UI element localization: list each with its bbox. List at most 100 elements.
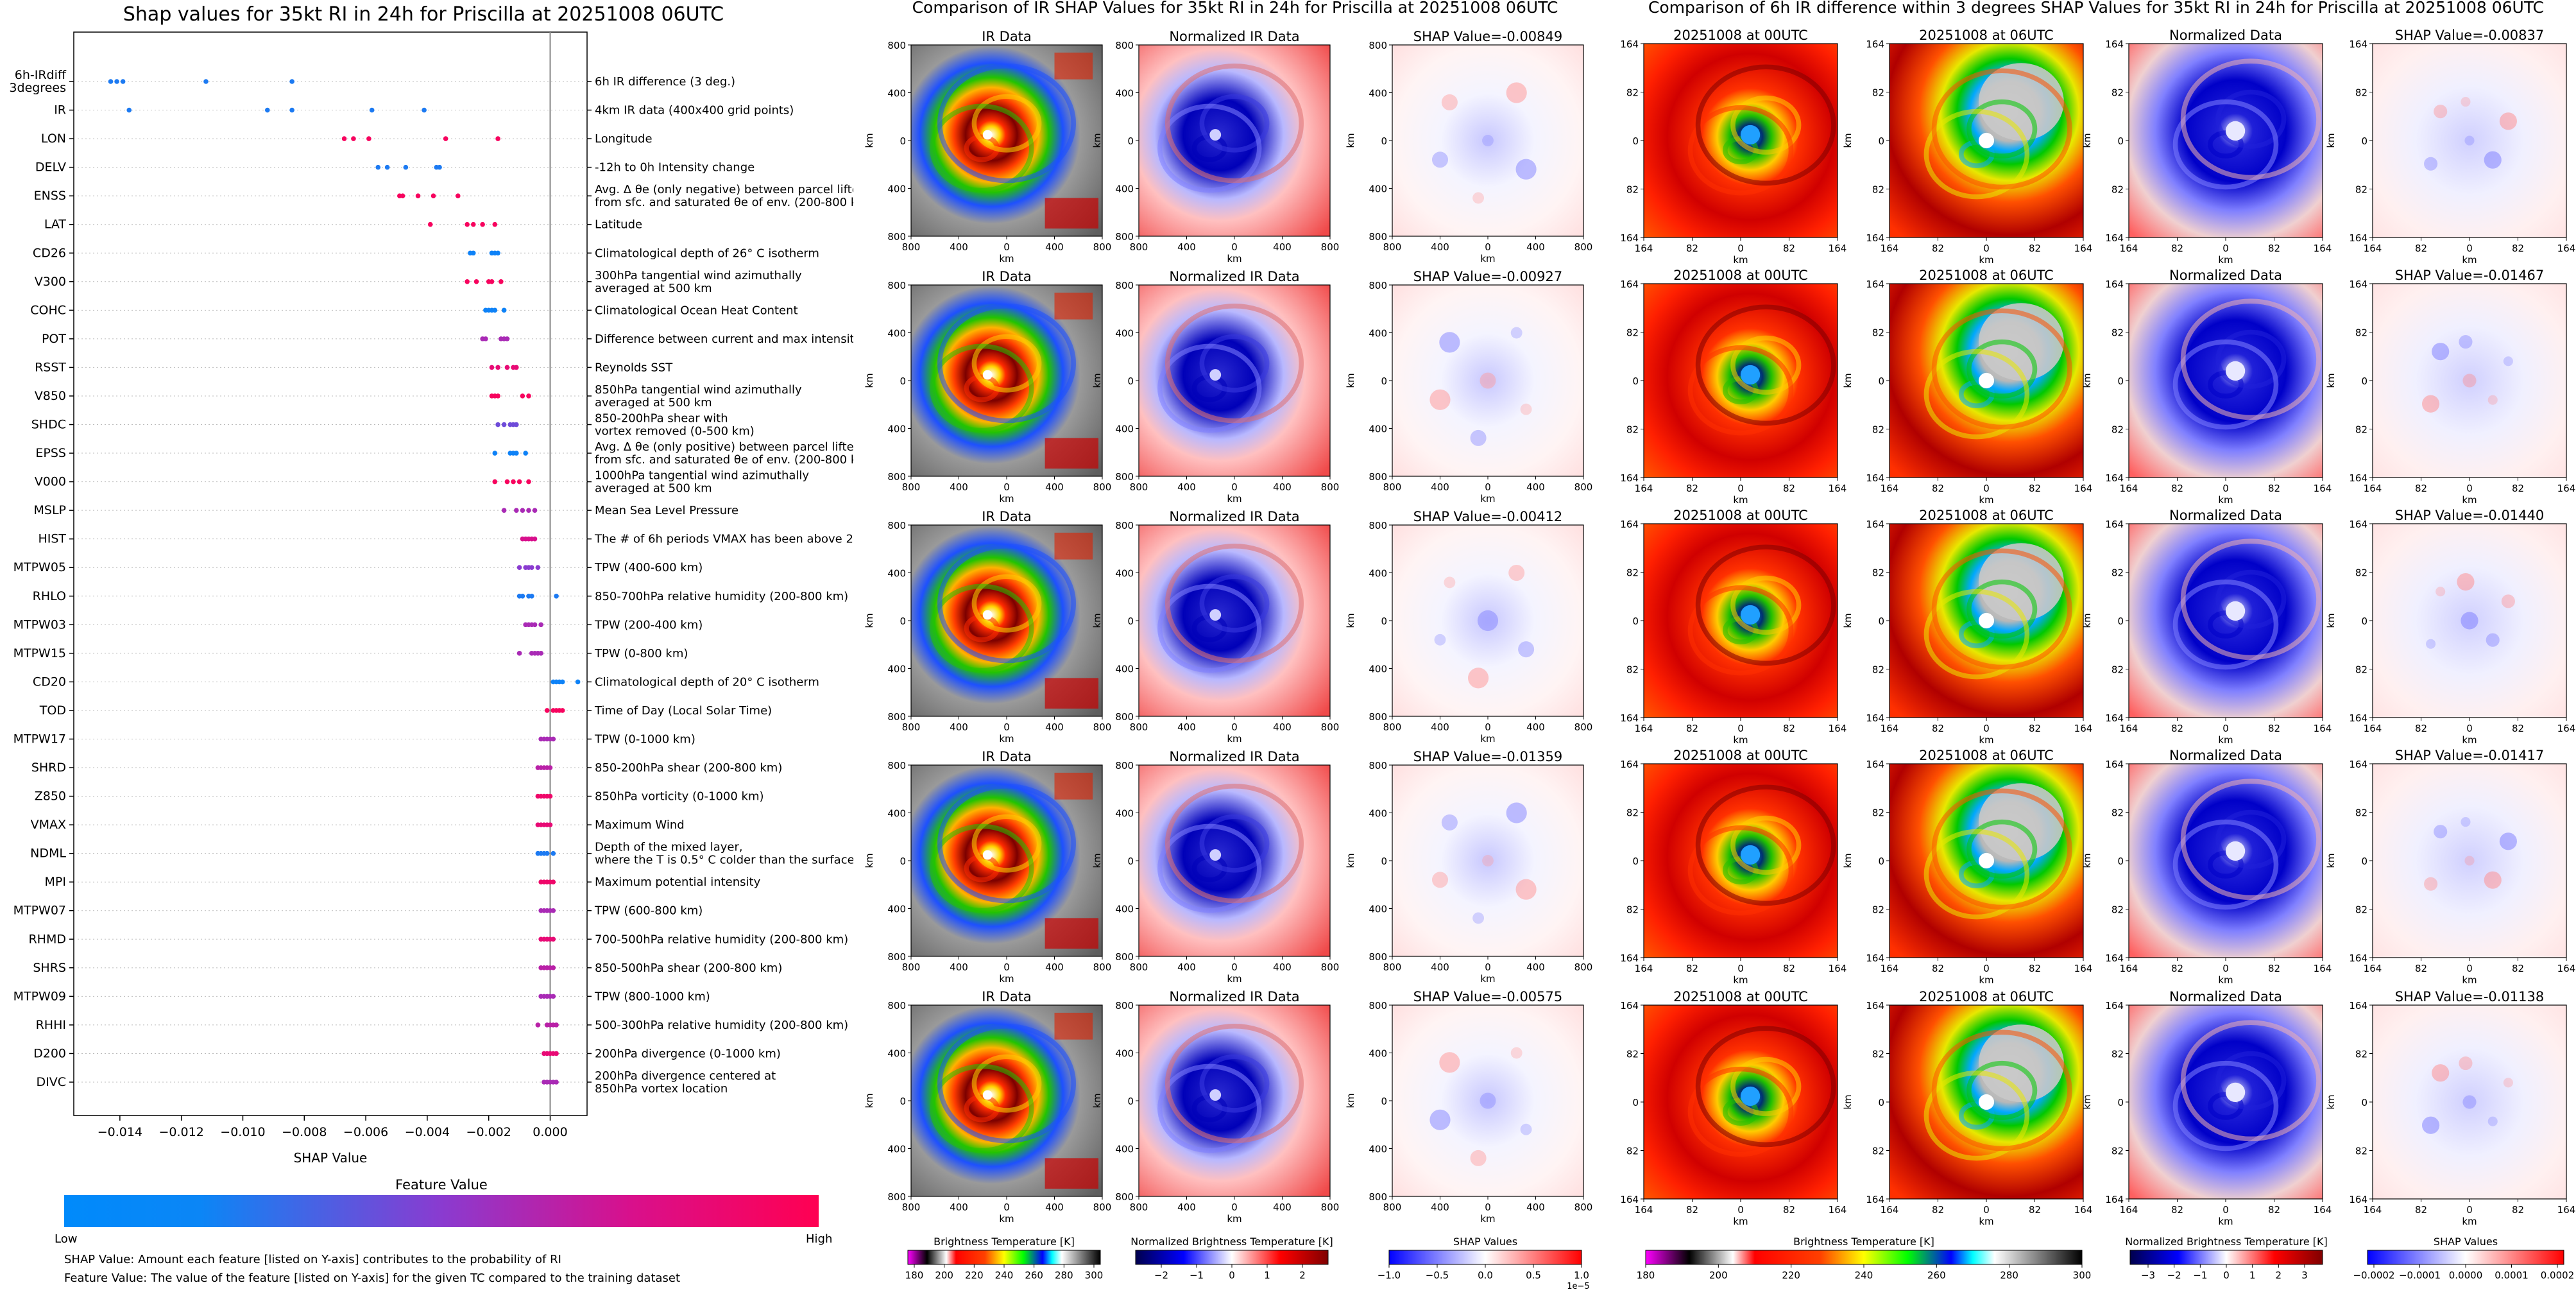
x-axis-label: km bbox=[1733, 734, 1748, 746]
irdiff-06utc-panel: 20251008 at 06UTC1641648282008282164164k… bbox=[1842, 989, 2092, 1227]
y-tick-label: 400 bbox=[887, 1048, 906, 1060]
y-tick-label: 800 bbox=[887, 280, 906, 291]
feature-row: MTPW07 TPW (600-800 km) bbox=[13, 904, 703, 918]
x-axis-label: km bbox=[1227, 973, 1241, 985]
y-tick-label: 0 bbox=[2361, 856, 2367, 867]
y-tick-label: 0 bbox=[2361, 1097, 2367, 1108]
convection-patch bbox=[1054, 772, 1093, 800]
x-tick-label: 800 bbox=[1321, 241, 1340, 253]
y-tick-label: 800 bbox=[1369, 760, 1387, 771]
x-tick-label: 400 bbox=[1431, 721, 1449, 733]
feature-row: HIST The # of 6h periods VMAX has been ab… bbox=[38, 532, 871, 546]
y-tick-label: 400 bbox=[887, 568, 906, 580]
y-axis-label: km bbox=[1091, 1093, 1103, 1108]
storm-band bbox=[1730, 335, 1802, 395]
panel-image bbox=[1139, 45, 1330, 236]
x-tick-label: 800 bbox=[1574, 721, 1593, 733]
convection-patch bbox=[1045, 678, 1099, 709]
x-tick-label: 82 bbox=[2512, 243, 2524, 254]
feature-description: 500-300hPa relative humidity (200-800 km… bbox=[595, 1019, 848, 1032]
colorbar-tick-label: 200 bbox=[935, 1270, 953, 1281]
x-tick-label: 400 bbox=[1045, 481, 1064, 493]
feature-name: RSST bbox=[35, 360, 66, 374]
y-tick-label: 82 bbox=[2355, 567, 2367, 579]
irdiff-00utc-panel: 20251008 at 00UTC1641648282008282164164k… bbox=[1596, 989, 1847, 1227]
irdiff-shap-panel: SHAP Value=-0.00837164164828200828216416… bbox=[2325, 28, 2575, 266]
storm-eye bbox=[1209, 369, 1222, 381]
shap-blob bbox=[2435, 587, 2446, 597]
y-tick-label: 400 bbox=[887, 424, 906, 435]
y-tick-label: 164 bbox=[2349, 759, 2367, 770]
storm-band bbox=[1923, 829, 2030, 920]
storm-band bbox=[1164, 304, 1304, 424]
ir-comparison-title: Comparison of IR SHAP Values for 35kt RI… bbox=[912, 0, 1558, 17]
feature-row: CD20 Climatological depth of 20° C isothe… bbox=[33, 675, 819, 689]
x-tick-label: 400 bbox=[1177, 1202, 1196, 1213]
panel-title: SHAP Value=-0.00837 bbox=[2395, 28, 2545, 43]
x-tick-label: 82 bbox=[1932, 723, 1944, 734]
feature-row: DIVC 200hPa divergence centered at 850hPa … bbox=[37, 1069, 776, 1096]
storm-band bbox=[1923, 1070, 2030, 1161]
y-tick-label: 164 bbox=[1866, 232, 1884, 244]
storm-band bbox=[930, 1064, 1034, 1153]
feature-row: COHC Climatological Ocean Heat Content bbox=[30, 303, 798, 317]
feature-name: NDML bbox=[30, 847, 66, 861]
feature-name: MTPW05 bbox=[13, 560, 66, 574]
y-tick-label: 800 bbox=[887, 1000, 906, 1012]
storm-band bbox=[2215, 1051, 2287, 1110]
x-tick-label: 0 bbox=[2466, 243, 2473, 254]
feature-description: 850-500hPa shear (200-800 km) bbox=[595, 961, 782, 975]
colorbar-tick-label: 2 bbox=[2276, 1270, 2282, 1281]
shap-point bbox=[495, 250, 500, 256]
y-tick-label: 82 bbox=[1626, 424, 1639, 436]
shap-point bbox=[516, 479, 522, 485]
feature-row: MPI Maximum potential intensity bbox=[45, 875, 761, 889]
shap-blob bbox=[1515, 879, 1537, 900]
x-tick-label: 164 bbox=[1829, 1204, 1847, 1216]
x-tick-label: 400 bbox=[1177, 721, 1196, 733]
y-tick-label: 164 bbox=[1620, 952, 1639, 964]
storm-band bbox=[2172, 99, 2279, 190]
y-tick-label: 0 bbox=[2117, 616, 2124, 627]
colorbar-tick-label: 260 bbox=[1025, 1270, 1043, 1281]
y-axis-label: km bbox=[2325, 373, 2337, 388]
x-tick-label: 800 bbox=[1093, 241, 1112, 253]
shap-summary-title: Shap values for 35kt RI in 24h for Prisc… bbox=[123, 3, 724, 26]
x-tick-label: 82 bbox=[2268, 243, 2280, 254]
feature-description: Maximum potential intensity bbox=[595, 875, 761, 889]
ir-shap-panel: SHAP Value=-0.01359800800400400004004008… bbox=[1345, 749, 1592, 985]
colorbar: SHAP Values −1.0 −0.5 0.0 0.5 1.01e−5 bbox=[1378, 1236, 1590, 1291]
shap-point bbox=[492, 307, 498, 313]
x-tick-label: 400 bbox=[1431, 1202, 1449, 1213]
panel-image bbox=[2129, 1005, 2323, 1199]
x-tick-label: 82 bbox=[2029, 723, 2041, 734]
x-axis-label: km bbox=[2462, 494, 2477, 506]
y-tick-label: 400 bbox=[1115, 1144, 1134, 1155]
feature-row: MTPW09 TPW (800-1000 km) bbox=[13, 989, 710, 1003]
panel-title: SHAP Value=-0.01440 bbox=[2395, 508, 2545, 523]
feature-name: MSLP bbox=[34, 503, 67, 517]
y-axis-label: km bbox=[2081, 853, 2093, 868]
shap-blob bbox=[2462, 1095, 2477, 1109]
x-tick-label: 800 bbox=[1383, 721, 1402, 733]
shap-point bbox=[504, 336, 510, 341]
shap-blob bbox=[2461, 817, 2471, 827]
panel-image bbox=[1392, 1005, 1583, 1196]
y-axis-label: km bbox=[1091, 373, 1103, 388]
y-tick-label: 800 bbox=[1115, 711, 1134, 723]
x-tick-label: 82 bbox=[1783, 243, 1795, 254]
storm-band bbox=[1157, 343, 1262, 433]
shap-point bbox=[535, 565, 541, 571]
y-tick-label: 400 bbox=[887, 328, 906, 340]
y-tick-label: 800 bbox=[887, 40, 906, 51]
storm-band bbox=[1695, 1026, 1836, 1148]
x-tick-label: 400 bbox=[1045, 721, 1064, 733]
shap-point bbox=[514, 508, 519, 513]
feature-row: TOD Time of Day (Local Solar Time) bbox=[39, 703, 772, 718]
shap-point bbox=[489, 365, 495, 370]
storm-band bbox=[1730, 95, 1802, 155]
x-tick-label: 0 bbox=[2466, 723, 2473, 734]
y-tick-label: 82 bbox=[1872, 184, 1884, 196]
y-tick-label: 82 bbox=[2355, 424, 2367, 436]
